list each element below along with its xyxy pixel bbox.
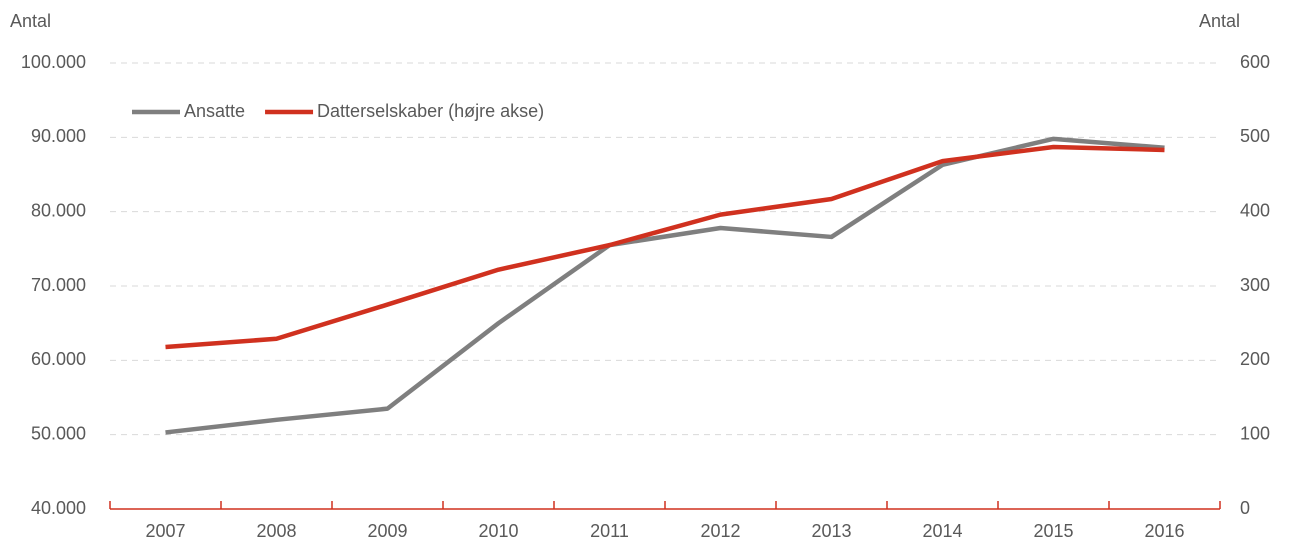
x-tick-label: 2015 [1033, 521, 1073, 541]
series-line [165, 144, 1165, 350]
y2-tick-label: 0 [1240, 498, 1250, 518]
y2-tick-label: 100 [1240, 423, 1270, 443]
legend-label: Ansatte [184, 101, 245, 121]
x-tick-label: 2010 [478, 521, 518, 541]
x-tick-label: 2011 [590, 521, 629, 541]
x-tick-label: 2013 [811, 521, 851, 541]
x-tick-label: 2014 [922, 521, 962, 541]
legend-label: Datterselskaber (højre akse) [317, 101, 544, 121]
y-tick-label: 40.000 [31, 498, 86, 518]
y-tick-label: 90.000 [31, 126, 86, 146]
y-tick-label: 100.000 [21, 52, 86, 72]
y-tick-label: 50.000 [31, 423, 86, 443]
y2-tick-label: 600 [1240, 52, 1270, 72]
y-tick-label: 70.000 [31, 275, 86, 295]
x-tick-label: 2008 [256, 521, 296, 541]
y2-tick-label: 400 [1240, 200, 1270, 220]
x-tick-label: 2016 [1144, 521, 1184, 541]
x-tick-label: 2009 [367, 521, 407, 541]
y2-tick-label: 300 [1240, 275, 1270, 295]
y2-tick-label: 200 [1240, 349, 1270, 369]
y2-tick-label: 500 [1240, 126, 1270, 146]
x-tick-label: 2007 [145, 521, 185, 541]
y2-axis-label: Antal [1199, 11, 1240, 31]
y-axis-label: Antal [10, 11, 51, 31]
y-tick-label: 60.000 [31, 349, 86, 369]
x-tick-label: 2012 [700, 521, 740, 541]
y-tick-label: 80.000 [31, 200, 86, 220]
